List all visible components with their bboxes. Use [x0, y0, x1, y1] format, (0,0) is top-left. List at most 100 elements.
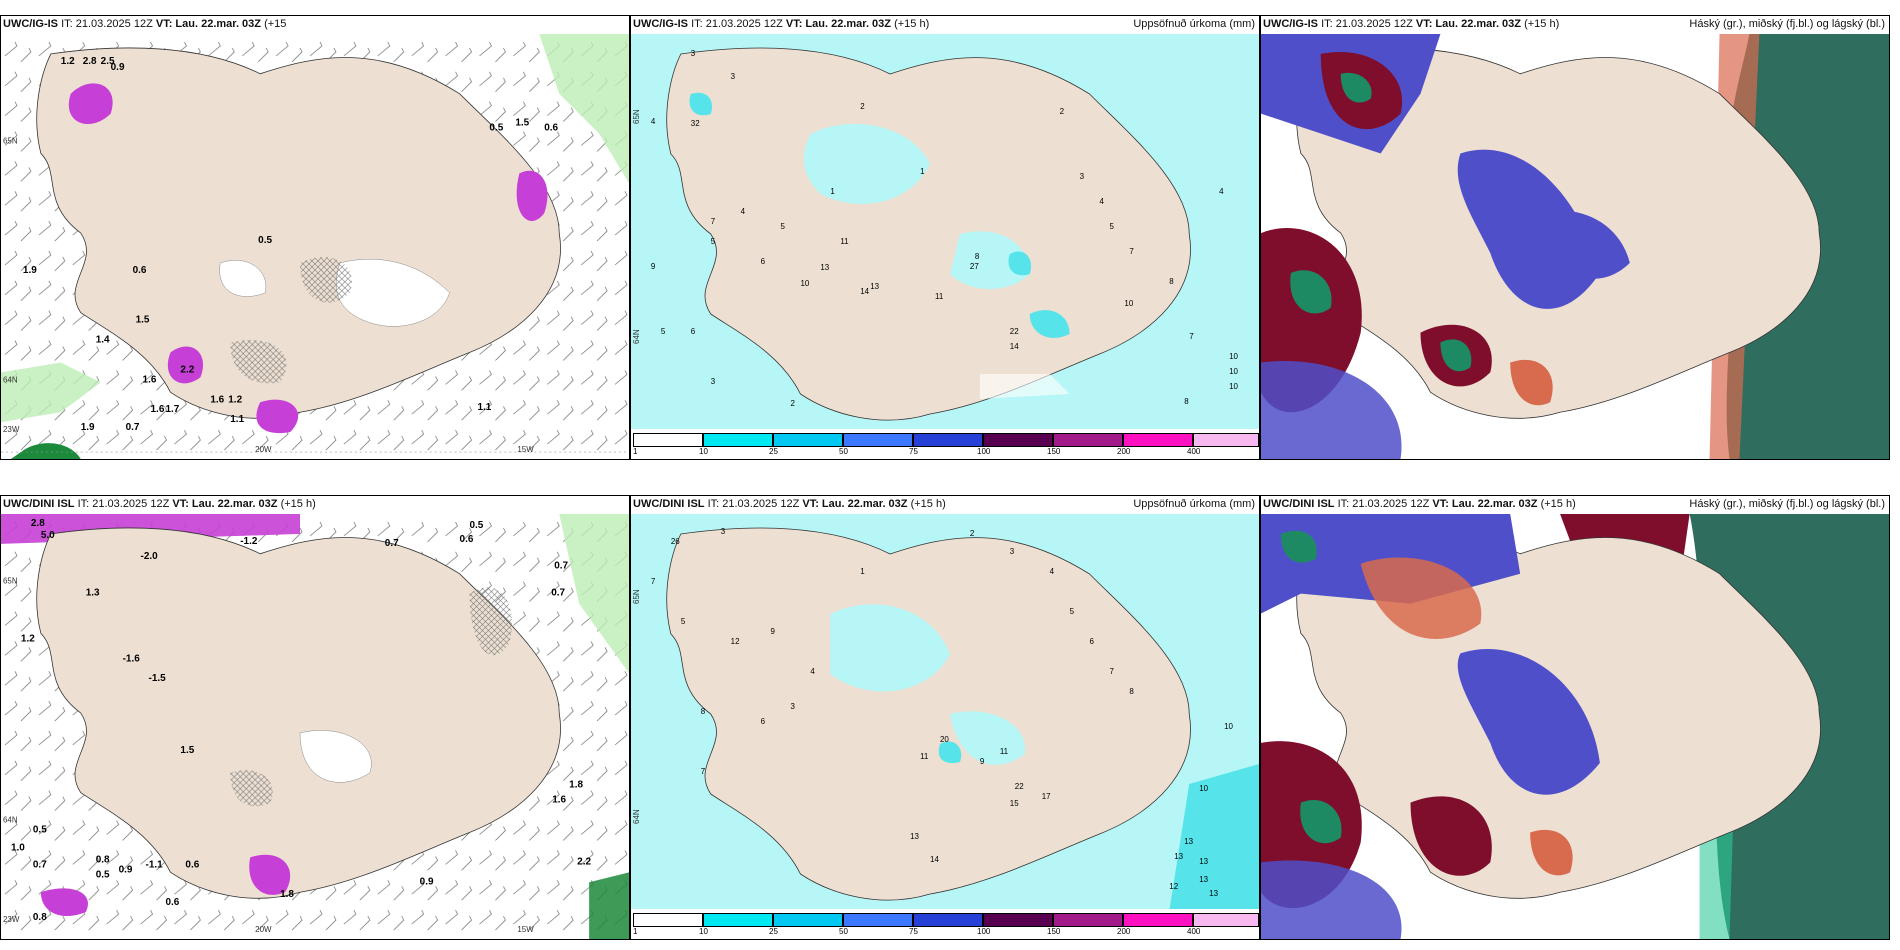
value-label: -1.1 [146, 859, 164, 870]
colorbar-swatch [1053, 913, 1123, 927]
value-label: 11 [840, 237, 849, 246]
valid-time: VT: Lau. 22.mar. 03Z [155, 18, 262, 30]
colorbar-tick: 1 [633, 927, 638, 936]
value-label: 1.8 [569, 780, 583, 791]
value-label: 0.5 [470, 520, 484, 531]
lead-time: (+15 h) [910, 498, 946, 510]
precipitation-map: 65N 64N 3 4 3 32 2 1 5 4 7 6 5 9 13 11 1… [631, 34, 1259, 431]
value-label: 8 [1129, 687, 1134, 696]
value-label: 1.6 [151, 404, 165, 415]
value-label: 6 [691, 327, 696, 336]
value-label: 9 [651, 262, 656, 271]
value-label: 0.5 [489, 123, 503, 134]
value-label: 13 [1174, 852, 1183, 861]
value-label: 0.8 [96, 854, 110, 865]
value-label: 3 [790, 702, 795, 711]
temperature-values: 2.8 5.0 0.5 0.6 0.7 0.7 0.7 -1.2 -2.0 1.… [11, 518, 592, 923]
value-label: 1.5 [515, 118, 529, 129]
colorbar-swatch [913, 433, 983, 447]
colorbar-tick: 10 [699, 447, 708, 456]
value-label: 12 [731, 637, 740, 646]
value-label: 0.7 [554, 561, 568, 572]
value-label: 14 [1010, 342, 1019, 351]
value-label: 13 [1199, 857, 1208, 866]
value-label: 1.5 [136, 315, 150, 326]
value-label: 0.9 [420, 876, 434, 887]
value-label: 1.2 [61, 56, 75, 67]
value-label: 0.6 [460, 534, 474, 545]
value-label: 7 [1129, 247, 1134, 256]
value-label: 2 [970, 529, 975, 538]
value-label: 5 [1109, 222, 1114, 231]
colorbar-tick: 25 [769, 447, 778, 456]
colorbar-tick: 150 [1047, 447, 1061, 456]
value-label: 1.9 [81, 422, 95, 433]
colorbar-swatch [983, 433, 1053, 447]
colorbar-swatch [703, 913, 773, 927]
value-label: 2.2 [180, 364, 194, 375]
lat-label-64n: 64N [3, 816, 18, 825]
value-label: 5 [681, 617, 686, 626]
value-label: 1.4 [96, 335, 110, 346]
colorbar-swatch [843, 913, 913, 927]
colorbar-tick: 100 [977, 447, 991, 456]
wind-temperature-map: 65N 64N 20W 15W 23W 1.2 2.8 2.5 0.9 1.5 … [1, 34, 629, 459]
value-label: 10 [1229, 382, 1238, 391]
value-label: 11 [920, 752, 929, 761]
value-label: 27 [970, 262, 979, 271]
value-label: 1.0 [11, 842, 25, 853]
value-label: 5 [661, 327, 666, 336]
value-label: 32 [691, 119, 700, 128]
value-label: 0.9 [111, 62, 125, 73]
colorbar-tick: 75 [909, 927, 918, 936]
value-label: 2.5 [101, 56, 115, 67]
value-label: 3 [1010, 547, 1015, 556]
colorbar-tick: 25 [769, 927, 778, 936]
value-label: 3 [731, 72, 736, 81]
lead-time: (+15 h) [1540, 498, 1576, 510]
colorbar-tick: 50 [839, 927, 848, 936]
init-time: IT: 21.03.2025 12Z [1337, 498, 1433, 510]
init-time: IT: 21.03.2025 12Z [691, 18, 786, 30]
temperature-values: 1.2 2.8 2.5 0.9 1.5 0.6 0.5 1.9 0.6 1.5 … [23, 56, 559, 433]
colorbar-swatch [633, 433, 703, 447]
value-label: 11 [1000, 747, 1009, 756]
precip-values: 26 3 7 5 12 9 4 8 6 3 20 11 15 17 22 13 … [651, 527, 1234, 898]
map-title: Uppsöfnuð úrkoma (mm) [1133, 498, 1255, 510]
value-label: 0.6 [544, 123, 558, 134]
panel-header: UWC/DINI ISL IT: 21.03.2025 12Z VT: Lau.… [633, 498, 1257, 514]
value-label: 12 [1169, 882, 1178, 891]
valid-time: VT: Lau. 22.mar. 03Z [1432, 498, 1538, 510]
init-time: IT: 21.03.2025 12Z [61, 18, 156, 30]
lon-label-15w: 15W [517, 925, 534, 934]
value-label: 8 [1169, 277, 1174, 286]
value-label: 0.6 [133, 265, 147, 276]
valid-time: VT: Lau. 22.mar. 03Z [172, 498, 278, 510]
panel-header: UWC/IG-IS IT: 21.03.2025 12Z VT: Lau. 22… [3, 18, 627, 34]
colorbar-tick: 150 [1047, 927, 1061, 936]
value-label: -1.6 [123, 653, 141, 664]
lead-time: (+15 h) [280, 498, 316, 510]
init-time: IT: 21.03.2025 12Z [707, 498, 803, 510]
value-label: 10 [1199, 784, 1208, 793]
value-label: 8 [1184, 397, 1189, 406]
precip-values: 3 4 3 32 2 1 5 4 7 6 5 9 13 11 10 13 14 … [651, 49, 1239, 408]
lat-label-64n: 64N [3, 375, 18, 384]
value-label: 13 [820, 263, 829, 272]
colorbar-swatch [1053, 433, 1123, 447]
colorbar-swatch [1193, 913, 1259, 927]
value-label: 7 [701, 767, 706, 776]
value-label: 1 [860, 567, 865, 576]
value-label: 7 [651, 577, 656, 586]
value-label: 8 [975, 252, 980, 261]
colorbar-tick: 200 [1117, 927, 1131, 936]
value-label: 6 [1090, 637, 1095, 646]
colorbar-tick: 1 [633, 447, 638, 456]
value-label: 0.5 [33, 825, 47, 836]
colorbar-swatch [983, 913, 1053, 927]
value-label: 0.6 [165, 897, 179, 908]
lat-label-65n: 65N [632, 109, 641, 124]
colorbar-swatch [773, 433, 843, 447]
value-label: 4 [741, 207, 746, 216]
map-title: Háský (gr.), miðský (fj.bl.) og lágský (… [1689, 498, 1885, 510]
